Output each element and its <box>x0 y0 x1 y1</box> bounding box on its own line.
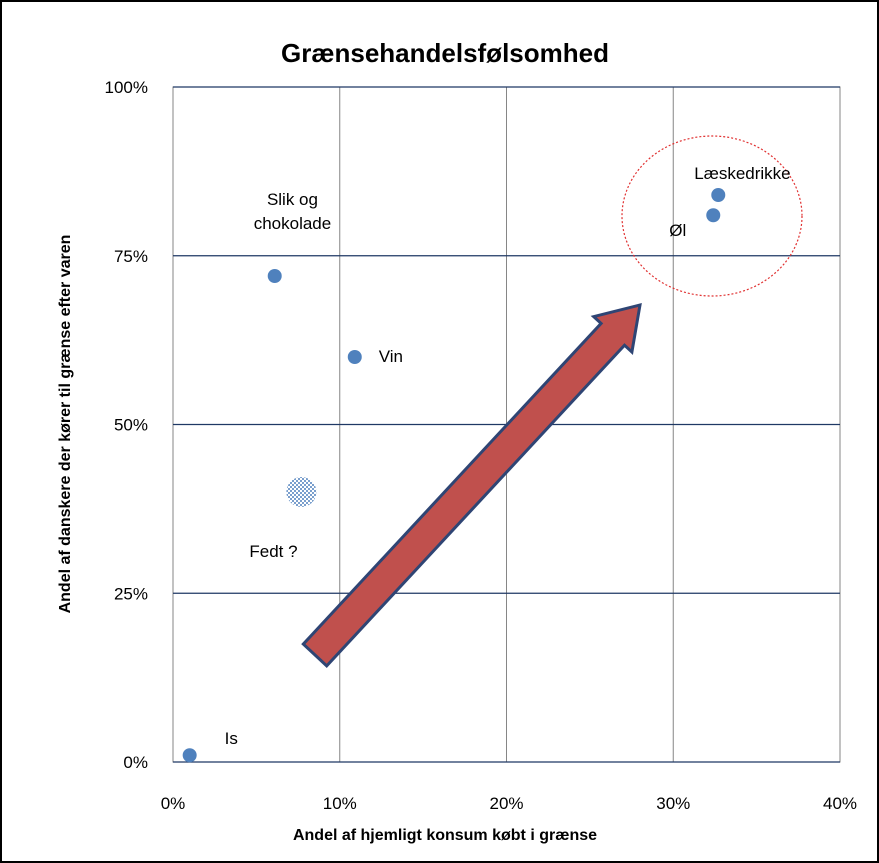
point <box>706 208 720 222</box>
y-tick-label: 25% <box>114 584 148 603</box>
y-tick-label: 50% <box>114 416 148 435</box>
x-tick-label: 30% <box>656 794 690 813</box>
x-tick-label: 20% <box>489 794 523 813</box>
point-label: Slik og chokolade <box>254 188 332 236</box>
point-label: Fedt ? <box>249 540 297 564</box>
point <box>348 350 362 364</box>
point-label: Øl <box>669 219 686 243</box>
point-label: Vin <box>379 345 403 369</box>
y-tick-label: 100% <box>105 78 148 97</box>
x-axis-label: Andel af hjemligt konsum købt i grænse <box>293 827 597 844</box>
x-tick-label: 0% <box>161 794 186 813</box>
chart: 0% 10% 20% 30% 40% 0% 25% 50% 75% 100% Grænsehand… <box>0 0 879 863</box>
hypothetical-point <box>286 477 316 507</box>
point <box>268 269 282 283</box>
point-label: Is <box>225 727 238 751</box>
y-tick-label: 0% <box>123 753 148 772</box>
x-tick-label: 40% <box>823 794 857 813</box>
point <box>711 188 725 202</box>
x-tick-label: 10% <box>323 794 357 813</box>
point-label: Læskedrikke <box>694 162 790 186</box>
y-axis-label: Andel af danskere der kører til grænse e… <box>57 235 74 614</box>
y-tick-label: 75% <box>114 247 148 266</box>
chart-title: Grænsehandelsfølsomhed <box>281 38 609 68</box>
point <box>183 748 197 762</box>
chart-frame: 0% 10% 20% 30% 40% 0% 25% 50% 75% 100% Grænsehand… <box>0 0 879 863</box>
